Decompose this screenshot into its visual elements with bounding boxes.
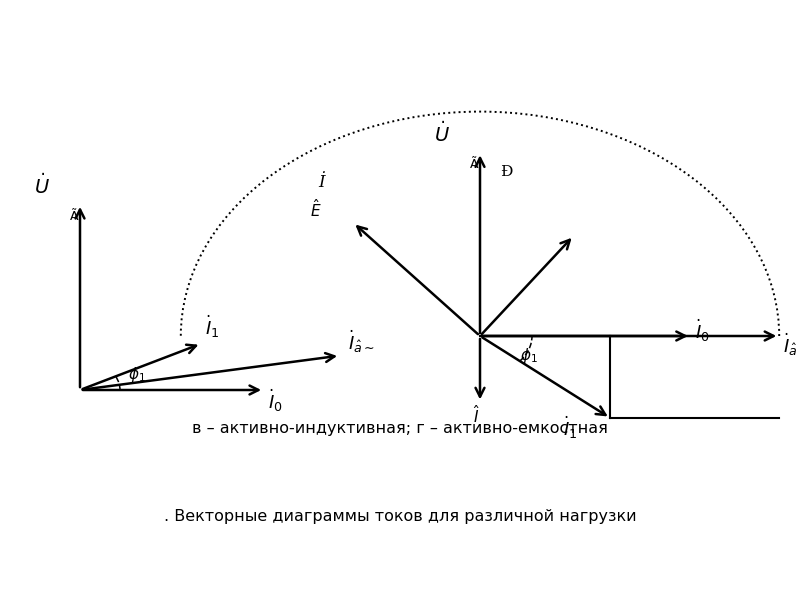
Text: $\dot{I}_{\hat{a}\sim}$: $\dot{I}_{\hat{a}\sim}$ bbox=[348, 328, 375, 355]
Text: $\hat{I}$: $\hat{I}$ bbox=[473, 404, 479, 426]
Text: Ð: Ð bbox=[500, 166, 512, 179]
Text: . Векторные диаграммы токов для различной нагрузки: . Векторные диаграммы токов для различно… bbox=[164, 508, 636, 523]
Text: $\dot{I}_0$: $\dot{I}_0$ bbox=[694, 318, 710, 344]
Text: $\phi_1$: $\phi_1$ bbox=[520, 346, 538, 365]
Text: $\dot{I}_{\hat{a}\sim}$: $\dot{I}_{\hat{a}\sim}$ bbox=[783, 332, 800, 358]
Text: $\dot{U}$: $\dot{U}$ bbox=[34, 173, 50, 198]
Text: $\phi_1$: $\phi_1$ bbox=[128, 365, 146, 384]
Text: $\dot{I}_0$: $\dot{I}_0$ bbox=[268, 388, 282, 414]
Text: $\hat{E}$: $\hat{E}$ bbox=[310, 198, 322, 220]
Text: Ã: Ã bbox=[470, 158, 478, 172]
Text: Ã: Ã bbox=[70, 210, 78, 223]
Text: в – активно-индуктивная; г – активно-емкостная: в – активно-индуктивная; г – активно-емк… bbox=[192, 421, 608, 437]
Text: $\dot{I}_1$: $\dot{I}_1$ bbox=[563, 415, 578, 441]
Text: $\dot{U}$: $\dot{U}$ bbox=[434, 122, 450, 146]
Text: $\dot{I}_1$: $\dot{I}_1$ bbox=[205, 313, 219, 340]
Text: İ: İ bbox=[318, 174, 325, 191]
